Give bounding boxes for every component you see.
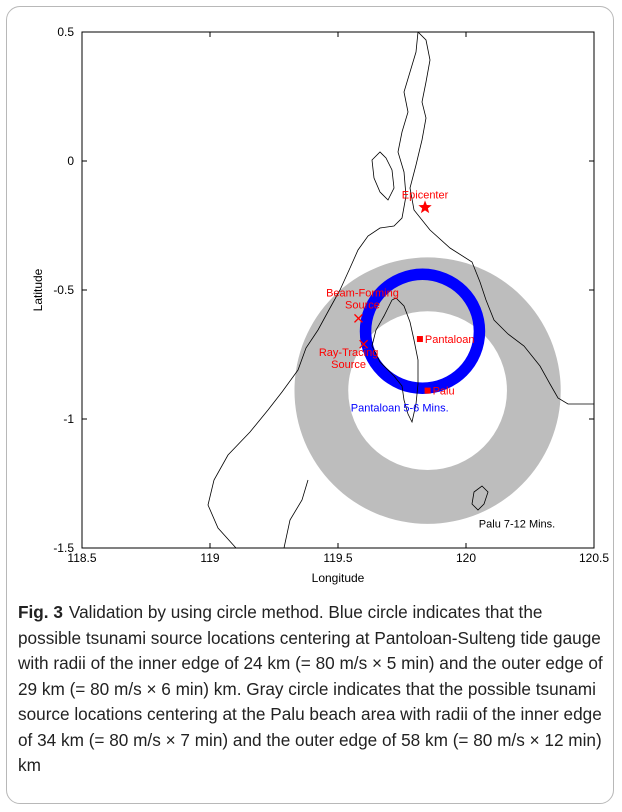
y-tick-label: -1	[63, 412, 74, 426]
x-axis-label: Longitude	[312, 571, 365, 585]
y-tick-label: -1.5	[53, 541, 74, 555]
beam-forming-source-label: Source	[345, 299, 380, 311]
ray-tracing-source-marker	[359, 339, 369, 349]
x-tick-label: 120	[456, 551, 476, 565]
ray-tracing-source-marker-stroke	[359, 339, 369, 349]
y-tick-label: 0.5	[57, 25, 74, 39]
inland-river	[283, 479, 309, 548]
coastline	[207, 32, 594, 548]
caption-text: Validation by using circle method. Blue …	[18, 602, 603, 775]
figure-caption: Fig. 3 Validation by using circle method.…	[18, 600, 604, 779]
beam-forming-source-label: Beam-Forming	[326, 287, 399, 299]
epicenter-marker	[418, 200, 432, 214]
beam-forming-source-marker	[354, 313, 363, 323]
small-island	[471, 485, 489, 511]
y-tick-label: -0.5	[53, 283, 74, 297]
palu-7-12-mins-annotation: Palu 7-12 Mins.	[479, 518, 555, 530]
map-chart: EpicenterPantaloanPaluBeam-FormingSource…	[31, 25, 609, 585]
x-tick-label: 118.5	[67, 551, 96, 565]
x-tick-label: 120.5	[579, 551, 609, 565]
ray-tracing-source-label: Source	[331, 359, 366, 371]
epicenter-label: Epicenter	[402, 189, 449, 201]
x-tick-label: 119.5	[323, 551, 352, 565]
pantaloan-5-6-mins-annotation: Pantaloan 5-6 Mins.	[351, 402, 449, 414]
pantaloan-label: Pantaloan	[425, 334, 475, 346]
palu-marker	[424, 387, 431, 394]
coastline-east	[409, 32, 594, 405]
figure-label: Fig. 3	[18, 602, 63, 622]
lake-outline	[371, 151, 395, 201]
palu-bay-coast	[371, 297, 419, 424]
y-axis-label: Latitude	[31, 268, 45, 311]
pantaloan-marker	[416, 336, 423, 343]
coastline-west	[207, 32, 419, 548]
palu-label: Palu	[433, 386, 455, 398]
ray-tracing-source-label: Ray-Tracing	[319, 347, 379, 359]
x-tick-label: 119	[200, 551, 219, 565]
y-tick-label: 0	[67, 154, 74, 168]
beam-forming-source-marker-stroke	[354, 313, 363, 323]
